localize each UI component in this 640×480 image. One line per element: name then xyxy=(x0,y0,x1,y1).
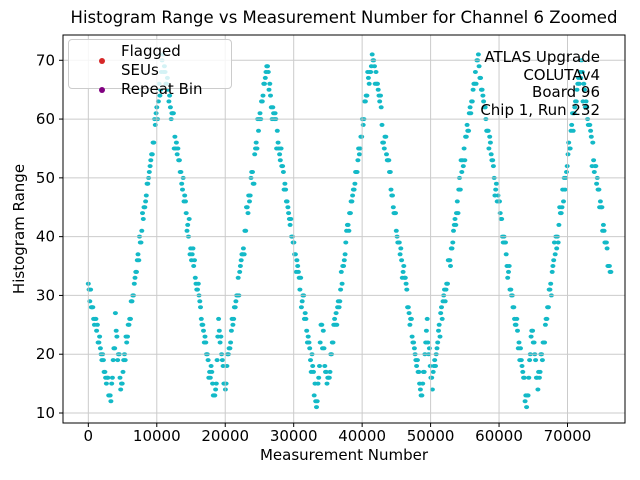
annotation-line-4: Chip 1, Run 232 xyxy=(480,100,600,119)
svg-text:50000: 50000 xyxy=(407,427,455,445)
svg-text:70000: 70000 xyxy=(544,427,592,445)
legend-label-repeat-bin: Repeat Bin xyxy=(121,80,203,98)
svg-text:30: 30 xyxy=(36,286,55,304)
legend-label-flagged-seus: Flagged SEUs xyxy=(121,42,181,79)
svg-text:40: 40 xyxy=(36,228,55,246)
annotation-line-3: Board 96 xyxy=(532,83,600,102)
flagged-seus-marker-icon xyxy=(99,58,105,64)
repeat-bin-marker-icon xyxy=(99,86,105,93)
svg-text:10: 10 xyxy=(36,404,55,422)
svg-text:70: 70 xyxy=(36,51,55,69)
annotation-line-2: COLUTAv4 xyxy=(523,65,600,84)
svg-text:10000: 10000 xyxy=(133,427,181,445)
annotation-line-1: ATLAS Upgrade xyxy=(484,48,600,66)
legend: Flagged SEUs Repeat Bin xyxy=(68,39,232,98)
svg-text:0: 0 xyxy=(84,427,94,445)
x-axis-label: Measurement Number xyxy=(259,446,428,464)
svg-text:30000: 30000 xyxy=(270,427,318,445)
svg-text:20000: 20000 xyxy=(201,427,249,445)
svg-text:40000: 40000 xyxy=(338,427,386,445)
svg-text:50: 50 xyxy=(36,169,55,187)
svg-text:60: 60 xyxy=(36,110,55,128)
svg-text:20: 20 xyxy=(36,345,55,363)
legend-item-repeat-bin: Repeat Bin xyxy=(99,80,223,99)
chart-title: Histogram Range vs Measurement Number fo… xyxy=(70,8,618,27)
legend-item-flagged-seus: Flagged SEUs xyxy=(99,42,223,80)
annotation-text: ATLAS Upgrade COLUTAv4 Board 96 Chip 1, … xyxy=(480,48,600,119)
svg-text:60000: 60000 xyxy=(475,427,523,445)
y-axis-label: Histogram Range xyxy=(10,163,28,295)
